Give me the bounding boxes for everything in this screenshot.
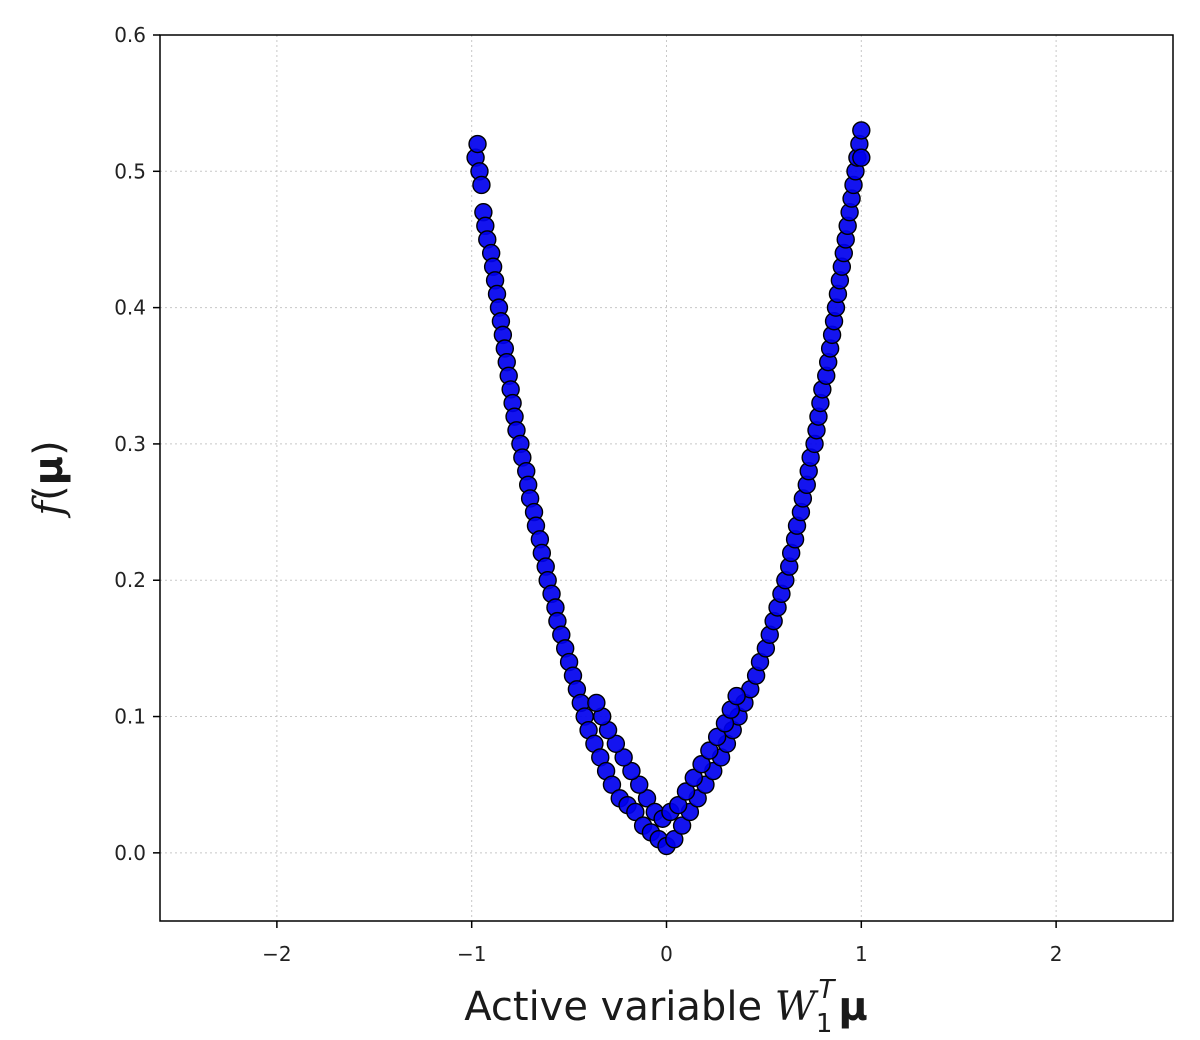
y-tick-label: 0.5 xyxy=(114,159,146,183)
data-point xyxy=(622,761,641,781)
data-point xyxy=(692,755,711,774)
plot-area xyxy=(160,35,1173,921)
data-point xyxy=(676,782,696,801)
data-point xyxy=(468,134,487,154)
data-point xyxy=(852,121,871,140)
x-tick-label: −1 xyxy=(457,942,486,966)
data-point xyxy=(472,175,491,195)
x-axis-ticks: −2 −1 0 1 2 xyxy=(262,921,1062,966)
data-point xyxy=(614,748,633,767)
data-point xyxy=(630,775,649,794)
y-tick-label: 0.0 xyxy=(114,841,146,865)
data-points xyxy=(466,121,871,856)
data-point xyxy=(727,686,746,706)
data-point xyxy=(668,795,688,815)
data-point xyxy=(637,789,657,808)
y-tick-label: 0.6 xyxy=(114,23,146,47)
x-tick-label: 0 xyxy=(660,942,673,966)
data-point xyxy=(626,802,645,822)
y-tick-label: 0.3 xyxy=(114,432,146,456)
x-tick-label: 1 xyxy=(855,942,868,966)
y-axis-ticks: 0.0 0.1 0.2 0.3 0.4 0.5 0.6 xyxy=(114,23,160,865)
data-point xyxy=(684,768,703,788)
data-point xyxy=(700,741,719,760)
data-point xyxy=(672,816,692,835)
data-point xyxy=(665,830,684,849)
y-tick-label: 0.1 xyxy=(114,705,146,729)
y-tick-label: 0.2 xyxy=(114,568,146,592)
x-tick-label: 2 xyxy=(1050,942,1063,966)
data-point xyxy=(587,693,606,713)
data-point xyxy=(852,148,871,167)
x-tick-label: −2 xyxy=(262,942,291,966)
y-tick-label: 0.4 xyxy=(114,296,146,320)
data-point xyxy=(707,727,727,747)
x-axis-label: Active variable W1T μ xyxy=(464,975,868,1039)
data-point xyxy=(602,775,622,794)
y-axis-label: f(μ) xyxy=(26,440,72,518)
data-point xyxy=(606,734,626,753)
